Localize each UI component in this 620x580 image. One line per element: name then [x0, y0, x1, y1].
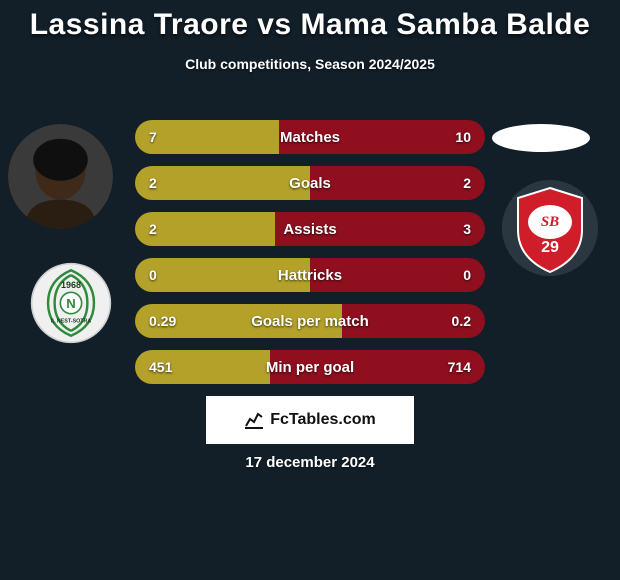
- player-avatar-right-placeholder: [492, 124, 590, 152]
- infographic-container: Lassina Traore vs Mama Samba Balde Club …: [0, 0, 620, 580]
- svg-text:IL NEST-SOTRA: IL NEST-SOTRA: [51, 319, 92, 325]
- club-badge-right: SB 29: [500, 178, 600, 278]
- stat-row: 0.290.2Goals per match: [135, 304, 485, 338]
- nest-sotra-badge-icon: 1968 N IL NEST-SOTRA: [30, 262, 112, 344]
- footer-date: 17 december 2024: [0, 454, 620, 471]
- page-title: Lassina Traore vs Mama Samba Balde: [0, 0, 620, 42]
- club-badge-left: 1968 N IL NEST-SOTRA: [30, 262, 112, 344]
- nest-year: 1968: [61, 280, 81, 290]
- stat-label: Goals: [135, 166, 485, 200]
- player-avatar-left: [8, 124, 113, 229]
- stat-label: Matches: [135, 120, 485, 154]
- footer-site-text: FcTables.com: [270, 411, 376, 429]
- stat-row: 451714Min per goal: [135, 350, 485, 384]
- chart-icon: [244, 410, 264, 430]
- subtitle: Club competitions, Season 2024/2025: [0, 56, 620, 72]
- brest-initials: SB: [541, 214, 559, 230]
- footer-site-badge[interactable]: FcTables.com: [206, 396, 414, 444]
- nest-initial: N: [66, 296, 75, 311]
- stat-row: 710Matches: [135, 120, 485, 154]
- stat-label: Hattricks: [135, 258, 485, 292]
- brest-badge-icon: SB 29: [500, 178, 600, 278]
- stat-label: Min per goal: [135, 350, 485, 384]
- stat-label: Assists: [135, 212, 485, 246]
- stat-row: 22Goals: [135, 166, 485, 200]
- avatar-silhouette-icon: [8, 124, 113, 229]
- stat-row: 23Assists: [135, 212, 485, 246]
- stat-row: 00Hattricks: [135, 258, 485, 292]
- brest-number: 29: [541, 239, 559, 256]
- stat-bars: 710Matches 22Goals 23Assists 00Hattricks 0.2…: [135, 120, 485, 396]
- stat-label: Goals per match: [135, 304, 485, 338]
